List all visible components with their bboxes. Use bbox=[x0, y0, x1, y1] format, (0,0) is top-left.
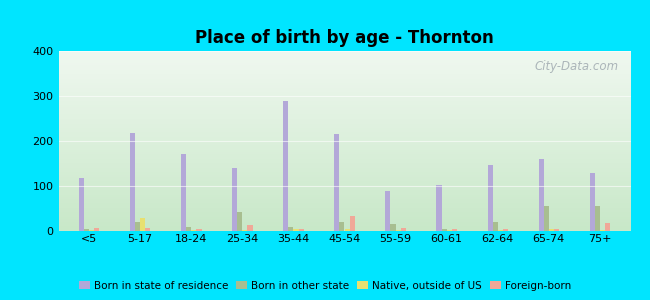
Bar bbox=[549, 229, 554, 231]
Bar bbox=[452, 229, 457, 231]
Bar bbox=[543, 206, 549, 231]
Bar bbox=[248, 225, 253, 231]
Bar bbox=[436, 185, 441, 231]
Bar bbox=[605, 223, 610, 231]
Bar bbox=[79, 178, 84, 231]
Bar bbox=[339, 222, 344, 231]
Bar bbox=[344, 229, 350, 231]
Bar bbox=[283, 101, 289, 231]
Bar bbox=[89, 230, 94, 231]
Bar bbox=[293, 229, 298, 231]
Legend: Born in state of residence, Born in other state, Native, outside of US, Foreign-: Born in state of residence, Born in othe… bbox=[75, 277, 575, 295]
Bar bbox=[242, 230, 248, 231]
Bar bbox=[135, 222, 140, 231]
Bar bbox=[595, 206, 600, 231]
Bar bbox=[298, 229, 304, 231]
Bar bbox=[503, 229, 508, 231]
Bar bbox=[488, 165, 493, 231]
Bar bbox=[232, 168, 237, 231]
Bar bbox=[84, 229, 89, 231]
Bar bbox=[498, 230, 503, 231]
Bar bbox=[334, 134, 339, 231]
Bar bbox=[447, 230, 452, 231]
Bar bbox=[140, 218, 146, 231]
Bar bbox=[385, 191, 391, 231]
Bar bbox=[493, 222, 498, 231]
Bar bbox=[600, 230, 605, 231]
Bar bbox=[191, 230, 196, 231]
Bar bbox=[94, 228, 99, 231]
Bar bbox=[396, 230, 400, 231]
Bar bbox=[441, 229, 447, 231]
Text: City-Data.com: City-Data.com bbox=[535, 60, 619, 73]
Bar bbox=[289, 226, 293, 231]
Bar bbox=[237, 212, 242, 231]
Bar bbox=[350, 216, 355, 231]
Bar bbox=[400, 228, 406, 231]
Bar bbox=[590, 172, 595, 231]
Bar bbox=[186, 227, 191, 231]
Bar bbox=[181, 154, 186, 231]
Bar bbox=[196, 229, 202, 231]
Bar bbox=[539, 159, 543, 231]
Bar bbox=[130, 133, 135, 231]
Bar bbox=[554, 229, 559, 231]
Bar bbox=[391, 224, 396, 231]
Title: Place of birth by age - Thornton: Place of birth by age - Thornton bbox=[195, 29, 494, 47]
Bar bbox=[146, 228, 150, 231]
